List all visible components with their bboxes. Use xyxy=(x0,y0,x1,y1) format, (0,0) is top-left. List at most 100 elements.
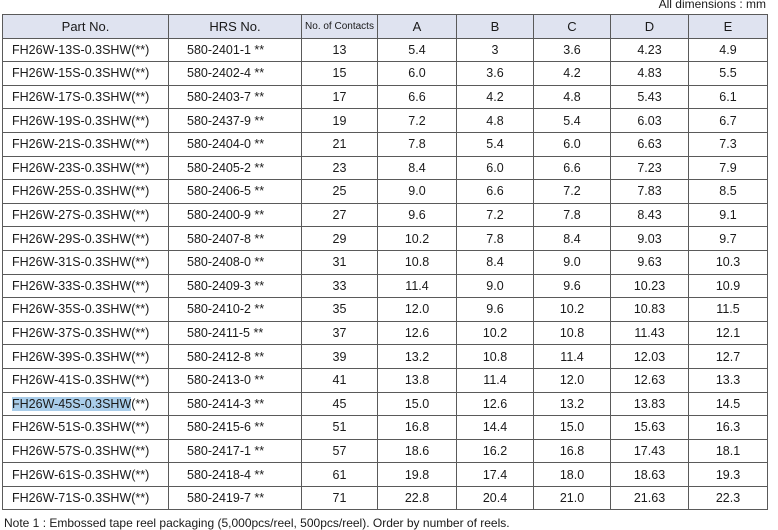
dim-c-cell: 10.8 xyxy=(533,320,611,346)
dim-b-cell: 10.8 xyxy=(456,344,534,369)
dim-d-cell: 21.63 xyxy=(610,485,689,511)
column-header-part-no: Part No. xyxy=(2,14,169,39)
dim-d-cell: 4.83 xyxy=(610,61,689,86)
table-row: FH26W-35S-0.3SHW(**) 580-2410-2 ** 35 12.0 9… xyxy=(2,297,768,322)
contacts-cell: 41 xyxy=(301,367,378,393)
table-row: FH26W-23S-0.3SHW(**) 580-2405-2 ** 23 8.4 6.… xyxy=(2,155,768,181)
dim-b-cell: 9.0 xyxy=(456,273,534,299)
dim-b-cell: 17.4 xyxy=(456,462,534,487)
part-no-cell: FH26W-61S-0.3SHW(**) xyxy=(2,462,169,487)
dim-b-cell: 7.8 xyxy=(456,226,534,251)
dim-a-cell: 7.2 xyxy=(377,108,457,133)
dim-e-cell: 10.3 xyxy=(688,249,768,275)
hrs-no-cell: 580-2417-1 ** xyxy=(168,438,302,464)
hrs-no-cell: 580-2406-5 ** xyxy=(168,179,302,204)
dim-d-cell: 17.43 xyxy=(610,438,689,464)
part-no-cell: FH26W-71S-0.3SHW(**) xyxy=(2,485,169,511)
dim-b-cell: 6.0 xyxy=(456,155,534,181)
dim-d-cell: 15.63 xyxy=(610,415,689,440)
dim-e-cell: 9.1 xyxy=(688,202,768,228)
hrs-no-cell: 580-2403-7 ** xyxy=(168,84,302,110)
hrs-no-cell: 580-2418-4 ** xyxy=(168,462,302,487)
dim-c-cell: 15.0 xyxy=(533,415,611,440)
dim-e-cell: 6.7 xyxy=(688,108,768,133)
hrs-no-cell: 580-2437-9 ** xyxy=(168,108,302,133)
dim-a-cell: 8.4 xyxy=(377,155,457,181)
dim-b-cell: 9.6 xyxy=(456,297,534,322)
contacts-cell: 23 xyxy=(301,155,378,181)
table-row: FH26W-27S-0.3SHW(**) 580-2400-9 ** 27 9.6 7.… xyxy=(2,202,768,228)
dim-b-cell: 5.4 xyxy=(456,131,534,157)
contacts-cell: 39 xyxy=(301,344,378,369)
contacts-cell: 17 xyxy=(301,84,378,110)
selected-text[interactable]: FH26W-45S-0.3SHW xyxy=(12,396,132,411)
dim-b-cell: 10.2 xyxy=(456,320,534,346)
contacts-cell: 71 xyxy=(301,485,378,511)
hrs-no-cell: 580-2400-9 ** xyxy=(168,202,302,228)
part-no-cell: FH26W-57S-0.3SHW(**) xyxy=(2,438,169,464)
table-row: FH26W-39S-0.3SHW(**) 580-2412-8 ** 39 13.2 1… xyxy=(2,344,768,369)
part-no-cell: FH26W-45S-0.3SHW(**) xyxy=(2,391,169,417)
dim-e-cell: 12.1 xyxy=(688,320,768,346)
hrs-no-cell: 580-2414-3 ** xyxy=(168,391,302,417)
table-row: FH26W-61S-0.3SHW(**) 580-2418-4 ** 61 19.8 1… xyxy=(2,462,768,487)
dim-a-cell: 12.0 xyxy=(377,297,457,322)
dim-d-cell: 6.63 xyxy=(610,131,689,157)
dim-a-cell: 10.8 xyxy=(377,249,457,275)
dim-b-cell: 3 xyxy=(456,37,534,63)
dim-d-cell: 12.03 xyxy=(610,344,689,369)
dim-c-cell: 6.6 xyxy=(533,155,611,181)
table-row: FH26W-45S-0.3SHW(**) 580-2414-3 ** 45 15.0 1… xyxy=(2,391,768,417)
table-row: FH26W-41S-0.3SHW(**) 580-2413-0 ** 41 13.8 1… xyxy=(2,367,768,393)
dim-e-cell: 13.3 xyxy=(688,367,768,393)
part-suffix: (**) xyxy=(131,396,150,411)
column-header-b: B xyxy=(456,14,534,39)
column-header-e: E xyxy=(688,14,768,39)
part-no-cell: FH26W-13S-0.3SHW(**) xyxy=(2,37,169,63)
dim-b-cell: 8.4 xyxy=(456,249,534,275)
contacts-cell: 15 xyxy=(301,61,378,86)
dim-c-cell: 3.6 xyxy=(533,37,611,63)
units-label: All dimensions : mm xyxy=(658,0,766,11)
dim-c-cell: 4.8 xyxy=(533,84,611,110)
dim-a-cell: 22.8 xyxy=(377,485,457,511)
dim-d-cell: 6.03 xyxy=(610,108,689,133)
dim-c-cell: 9.0 xyxy=(533,249,611,275)
part-no-cell: FH26W-27S-0.3SHW(**) xyxy=(2,202,169,228)
contacts-cell: 45 xyxy=(301,391,378,417)
dim-a-cell: 5.4 xyxy=(377,37,457,63)
dim-c-cell: 16.8 xyxy=(533,438,611,464)
dim-d-cell: 7.23 xyxy=(610,155,689,181)
dim-b-cell: 4.8 xyxy=(456,108,534,133)
dim-e-cell: 11.5 xyxy=(688,297,768,322)
table-row: FH26W-51S-0.3SHW(**) 580-2415-6 ** 51 16.8 1… xyxy=(2,415,768,440)
dim-e-cell: 10.9 xyxy=(688,273,768,299)
dim-e-cell: 18.1 xyxy=(688,438,768,464)
hrs-no-cell: 580-2408-0 ** xyxy=(168,249,302,275)
table-row: FH26W-21S-0.3SHW(**) 580-2404-0 ** 21 7.8 5.… xyxy=(2,131,768,157)
hrs-no-cell: 580-2407-8 ** xyxy=(168,226,302,251)
part-no-cell: FH26W-17S-0.3SHW(**) xyxy=(2,84,169,110)
hrs-no-cell: 580-2412-8 ** xyxy=(168,344,302,369)
dim-c-cell: 13.2 xyxy=(533,391,611,417)
contacts-cell: 21 xyxy=(301,131,378,157)
table-row: FH26W-25S-0.3SHW(**) 580-2406-5 ** 25 9.0 6.… xyxy=(2,179,768,204)
part-no-cell: FH26W-21S-0.3SHW(**) xyxy=(2,131,169,157)
part-no-cell: FH26W-25S-0.3SHW(**) xyxy=(2,179,169,204)
column-header-c: C xyxy=(533,14,611,39)
dim-e-cell: 5.5 xyxy=(688,61,768,86)
dim-c-cell: 12.0 xyxy=(533,367,611,393)
dim-b-cell: 4.2 xyxy=(456,84,534,110)
part-no-cell: FH26W-29S-0.3SHW(**) xyxy=(2,226,169,251)
dim-c-cell: 7.2 xyxy=(533,179,611,204)
dim-b-cell: 7.2 xyxy=(456,202,534,228)
dim-d-cell: 9.63 xyxy=(610,249,689,275)
dim-a-cell: 19.8 xyxy=(377,462,457,487)
contacts-cell: 31 xyxy=(301,249,378,275)
dim-e-cell: 7.9 xyxy=(688,155,768,181)
dim-c-cell: 9.6 xyxy=(533,273,611,299)
contacts-cell: 13 xyxy=(301,37,378,63)
dim-a-cell: 9.0 xyxy=(377,179,457,204)
dim-a-cell: 18.6 xyxy=(377,438,457,464)
dim-b-cell: 6.6 xyxy=(456,179,534,204)
